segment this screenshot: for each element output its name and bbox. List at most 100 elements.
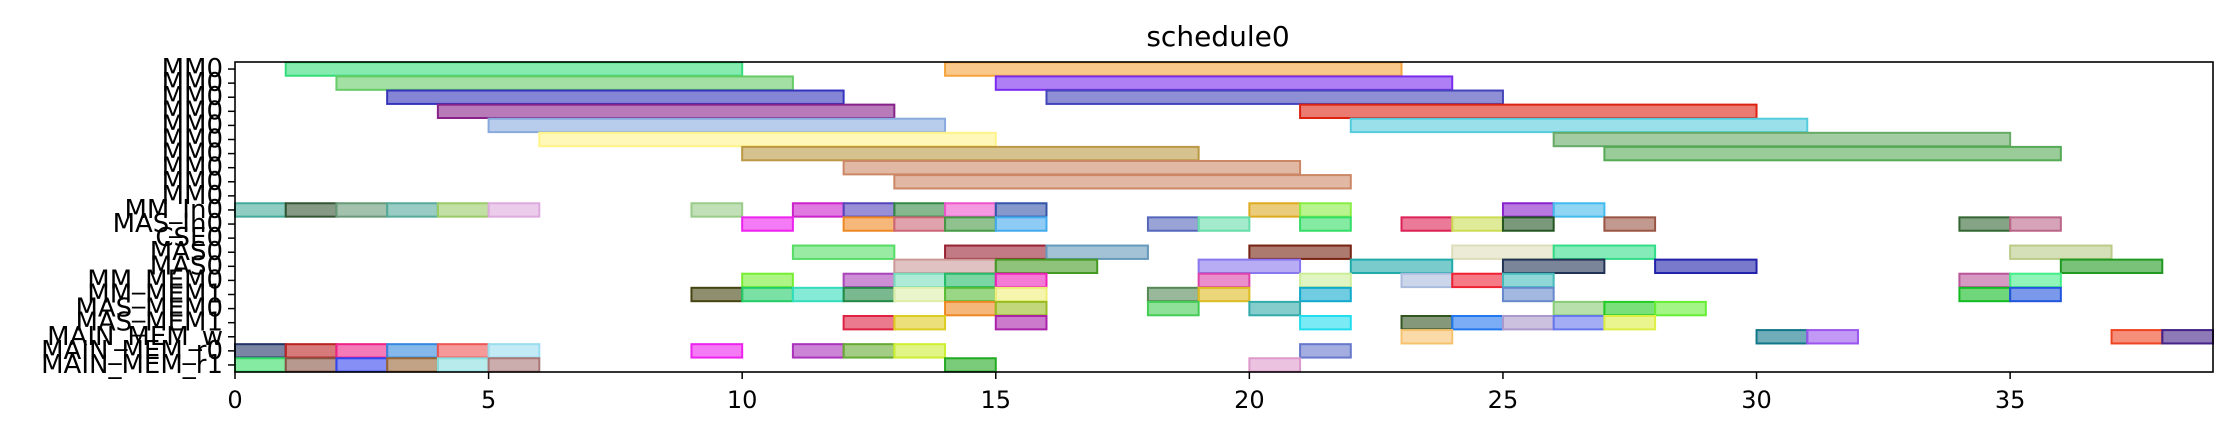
y-tick-label-8: MM0 — [162, 167, 223, 197]
task-bar-121 — [436, 357, 490, 373]
task-bar-85 — [944, 300, 997, 317]
task-bar-0 — [284, 61, 744, 77]
task-bar-56 — [1349, 258, 1454, 275]
task-bar-10 — [538, 131, 997, 148]
task-bar-97 — [1451, 314, 1504, 331]
task-bar-111 — [487, 343, 541, 359]
task-bar-83 — [1958, 286, 2012, 303]
y-tick-label-14: MAS0 — [150, 251, 223, 281]
task-bar-106 — [234, 343, 287, 359]
y-tick-label-16: MM_MEM1 — [87, 280, 223, 310]
task-bar-44 — [1958, 216, 2012, 232]
x-axis-ticks: 0 5 10 15 20 25 30 35 — [227, 372, 2025, 414]
task-bar-69 — [1501, 272, 1555, 289]
task-bar-124 — [1248, 357, 1302, 373]
task-bar-63 — [944, 272, 997, 289]
task-bar-23 — [791, 202, 845, 218]
y-tick-label-6: MM0 — [162, 139, 223, 169]
task-bar-17 — [284, 202, 338, 218]
x-tick-label-7: 35 — [1995, 386, 2026, 414]
task-bar-107 — [284, 343, 338, 359]
task-bar-25 — [893, 202, 947, 218]
task-bar-62 — [893, 272, 947, 289]
task-bar-32 — [741, 216, 794, 232]
x-tick-label-0: 0 — [227, 386, 242, 414]
task-bar-28 — [1248, 202, 1302, 218]
y-tick-label-7: MM0 — [162, 153, 223, 183]
task-bar-87 — [1146, 300, 1200, 317]
y-tick-label-18: MAS_MEM1 — [75, 308, 223, 338]
task-bar-64 — [994, 272, 1048, 289]
task-bar-24 — [842, 202, 896, 218]
task-bar-118 — [284, 357, 338, 373]
task-bar-77 — [944, 286, 997, 303]
task-bar-54 — [994, 258, 1099, 275]
task-bar-88 — [1248, 300, 1302, 317]
task-bar-84 — [2009, 286, 2062, 303]
y-axis-labels: MM0MM0MM0MM0MM0MM0MM0MM0MM0MM0MM_In0MAS_… — [41, 54, 235, 380]
task-bar-40 — [1400, 216, 1454, 232]
task-bar-75 — [842, 286, 896, 303]
task-bar-86 — [994, 300, 1048, 317]
task-bar-122 — [487, 357, 541, 373]
task-bar-12 — [741, 145, 1200, 162]
task-bar-46 — [791, 244, 896, 260]
task-bar-82 — [1501, 286, 1555, 303]
task-bar-78 — [994, 286, 1048, 303]
task-bar-100 — [1603, 314, 1657, 331]
task-bar-81 — [1299, 286, 1352, 303]
task-bar-66 — [1299, 272, 1352, 289]
task-bar-18 — [335, 202, 389, 218]
task-bar-47 — [944, 244, 1048, 260]
task-bar-16 — [234, 202, 287, 218]
task-bar-11 — [1552, 131, 2012, 148]
y-tick-label-4: MM0 — [162, 110, 223, 140]
task-bar-91 — [1654, 300, 1707, 317]
task-bar-98 — [1501, 314, 1555, 331]
x-tick-label-3: 15 — [980, 386, 1011, 414]
y-tick-label-10: MM_In0 — [124, 195, 223, 225]
task-bar-39 — [1299, 216, 1352, 232]
task-bar-37 — [1146, 216, 1200, 232]
task-bar-51 — [1552, 244, 1657, 260]
task-bar-79 — [1146, 286, 1200, 303]
y-tick-label-2: MM0 — [162, 82, 223, 112]
plot-frame — [234, 61, 2214, 373]
task-bar-43 — [1603, 216, 1657, 232]
task-bar-42 — [1501, 216, 1555, 232]
task-bar-113 — [791, 343, 845, 359]
task-bar-1 — [944, 61, 1403, 77]
y-tick-label-21: MAIN_MEM_r1 — [41, 350, 223, 380]
task-bar-74 — [791, 286, 845, 303]
task-bar-34 — [893, 216, 947, 232]
task-bar-68 — [1451, 272, 1504, 289]
task-bar-31 — [1552, 202, 1606, 218]
task-bar-73 — [741, 286, 794, 303]
task-bar-80 — [1197, 286, 1251, 303]
task-bar-72 — [690, 286, 744, 303]
task-bar-109 — [386, 343, 439, 359]
y-tick-label-20: MAIN_MEM_r0 — [41, 336, 223, 366]
task-bar-48 — [1045, 244, 1149, 260]
task-bar-61 — [842, 272, 896, 289]
task-bar-110 — [436, 343, 490, 359]
task-bar-29 — [1299, 202, 1352, 218]
task-bar-67 — [1400, 272, 1454, 289]
task-bar-50 — [1451, 244, 1555, 260]
task-bar-102 — [1755, 329, 1809, 345]
task-bar-90 — [1603, 300, 1657, 317]
task-bar-123 — [944, 357, 997, 373]
task-bar-103 — [1806, 329, 1859, 345]
task-bar-89 — [1552, 300, 1606, 317]
task-bar-108 — [335, 343, 389, 359]
task-bar-7 — [1299, 103, 1758, 120]
task-bar-5 — [1045, 89, 1504, 105]
task-bar-52 — [2009, 244, 2113, 260]
x-tick-label-4: 20 — [1234, 386, 1265, 414]
task-bar-104 — [2110, 329, 2164, 345]
task-bar-2 — [335, 75, 794, 91]
task-bar-45 — [2009, 216, 2062, 232]
task-bar-101 — [1400, 329, 1454, 345]
task-bar-20 — [436, 202, 490, 218]
task-bar-65 — [1197, 272, 1251, 289]
